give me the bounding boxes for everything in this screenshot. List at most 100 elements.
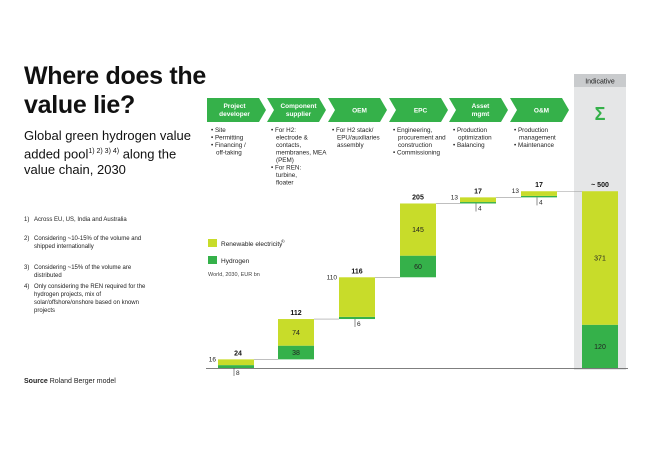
step-label: O&M <box>534 108 549 115</box>
chart-subtitle: Global green hydrogen value added pool1)… <box>24 128 204 178</box>
sigma-icon: Σ <box>595 104 606 124</box>
step-bullet: • Production <box>453 127 488 134</box>
bar-renewable <box>339 277 375 317</box>
legend-label-renewable: Renewable electricity <box>221 241 283 248</box>
bar-renewable <box>400 203 436 256</box>
bar-total-label: ~ 500 <box>591 182 609 189</box>
footnote-number: 1) <box>24 217 30 223</box>
source-text: Roland Berger model <box>49 378 116 385</box>
bar-value-hydrogen: 4 <box>539 199 543 206</box>
step-bullet: optimization <box>458 135 492 142</box>
step-bullet: • Commissioning <box>393 150 440 157</box>
legend-swatch-hydrogen <box>208 256 217 264</box>
subtitle-main: Global green hydrogen value added pool <box>24 128 191 162</box>
bar-value-hydrogen: 4 <box>478 205 482 212</box>
bar-value-renewable: 145 <box>412 227 424 234</box>
step-bullet: • Financing / <box>211 142 246 149</box>
step-bullet: assembly <box>337 142 364 149</box>
step-bullet: membranes, MEA <box>276 150 327 157</box>
step-label: mgmt <box>472 111 491 118</box>
step-bullet: turbine, <box>276 172 297 179</box>
bar-hydrogen <box>521 195 557 198</box>
step-bullet: • Engineering, <box>393 127 433 134</box>
step-bullet: off-taking <box>216 150 242 157</box>
step-bullet: management <box>519 135 556 142</box>
footnote-number: 2) <box>24 236 30 242</box>
step-label: Project <box>223 103 246 110</box>
step-bullet: • Maintenance <box>514 142 555 149</box>
step-label: supplier <box>286 111 312 118</box>
value-chain-arrow <box>267 98 326 122</box>
step-label: Component <box>280 103 317 110</box>
legend-label-hydrogen: Hydrogen <box>221 258 250 265</box>
bar-renewable <box>278 319 314 346</box>
step-bullet: contacts, <box>276 142 301 149</box>
indicative-label: Indicative <box>585 79 615 86</box>
step-bullet: EPU/auxiliaries <box>337 135 380 142</box>
bar-value-hydrogen: 38 <box>292 350 300 357</box>
bar-renewable <box>460 197 496 203</box>
bar-value-renewable: 13 <box>451 194 459 201</box>
footnote-number: 3) <box>24 265 30 271</box>
bar-value-renewable: 16 <box>209 356 217 363</box>
bar-renewable <box>218 359 254 366</box>
value-chain-arrow <box>328 98 387 122</box>
step-bullet: • Site <box>211 127 226 134</box>
bar-value-renewable: 13 <box>512 188 520 195</box>
bar-hydrogen <box>278 345 314 360</box>
step-bullet: • For REN: <box>271 165 301 172</box>
step-bullet: electrode & <box>276 135 309 142</box>
step-label: developer <box>219 111 250 118</box>
step-bullet: • Production <box>514 127 549 134</box>
step-bullet: floater <box>276 180 294 187</box>
subtitle-refs: 1) 2) 3) 4) <box>88 148 120 155</box>
bar-hydrogen <box>582 324 618 368</box>
bar-hydrogen <box>460 202 496 204</box>
bar-value-renewable: 110 <box>327 274 338 281</box>
value-chain-arrow <box>389 98 448 122</box>
footnote-1: 1) Across EU, US, India and Australia <box>24 216 164 224</box>
bar-value-hydrogen: 6 <box>357 321 361 328</box>
step-bullet: construction <box>398 142 432 149</box>
step-bullet: (PEM) <box>276 157 294 164</box>
footnote-text: Only considering the REN required for th… <box>34 284 146 314</box>
legend-ref: 4) <box>281 238 285 243</box>
bar-value-renewable: 74 <box>292 330 300 337</box>
step-bullet: • Balancing <box>453 142 485 149</box>
bar-value-hydrogen: 120 <box>594 344 606 351</box>
unit-note: World, 2030, EUR bn <box>208 272 260 278</box>
source-label: Source <box>24 378 48 385</box>
step-bullet: • For H2 stack/ <box>332 127 374 134</box>
footnote-text: Considering ~15% of the volume are distr… <box>34 265 132 279</box>
footnote-text: Considering ~10-15% of the volume and sh… <box>34 236 142 250</box>
footnote-2: 2) Considering ~10-15% of the volume and … <box>24 235 164 251</box>
footnote-4: 4) Only considering the REN required for … <box>24 283 164 315</box>
value-chain-arrow <box>510 98 569 122</box>
bar-total-label: 17 <box>474 188 482 195</box>
bar-value-hydrogen: 8 <box>236 370 240 377</box>
step-bullet: procurement and <box>398 135 446 142</box>
step-label: Asset <box>472 103 491 110</box>
subtitle-tail: along the value chain, 2030 <box>24 146 177 178</box>
bar-hydrogen <box>400 255 436 278</box>
value-chain-arrow <box>207 98 266 122</box>
bar-value-hydrogen: 60 <box>414 264 422 271</box>
bar-hydrogen <box>218 365 254 368</box>
indicative-header <box>574 74 626 87</box>
step-label: OEM <box>352 108 367 115</box>
step-label: EPC <box>414 108 428 115</box>
bar-total-label: 205 <box>412 194 424 201</box>
footnote-3: 3) Considering ~15% of the volume are dis… <box>24 264 164 280</box>
bar-renewable <box>582 191 618 325</box>
bar-total-label: 24 <box>234 350 242 357</box>
bar-renewable <box>521 191 557 196</box>
source-line: Source Roland Berger model <box>24 378 116 385</box>
bar-hydrogen <box>339 316 375 320</box>
footnote-text: Across EU, US, India and Australia <box>34 217 127 223</box>
page-title: Where does the value lie? <box>24 62 206 119</box>
bar-total-label: 112 <box>290 310 301 317</box>
bar-value-renewable: 371 <box>594 256 606 263</box>
legend-swatch-renewable <box>208 239 217 247</box>
footnote-number: 4) <box>24 284 30 290</box>
